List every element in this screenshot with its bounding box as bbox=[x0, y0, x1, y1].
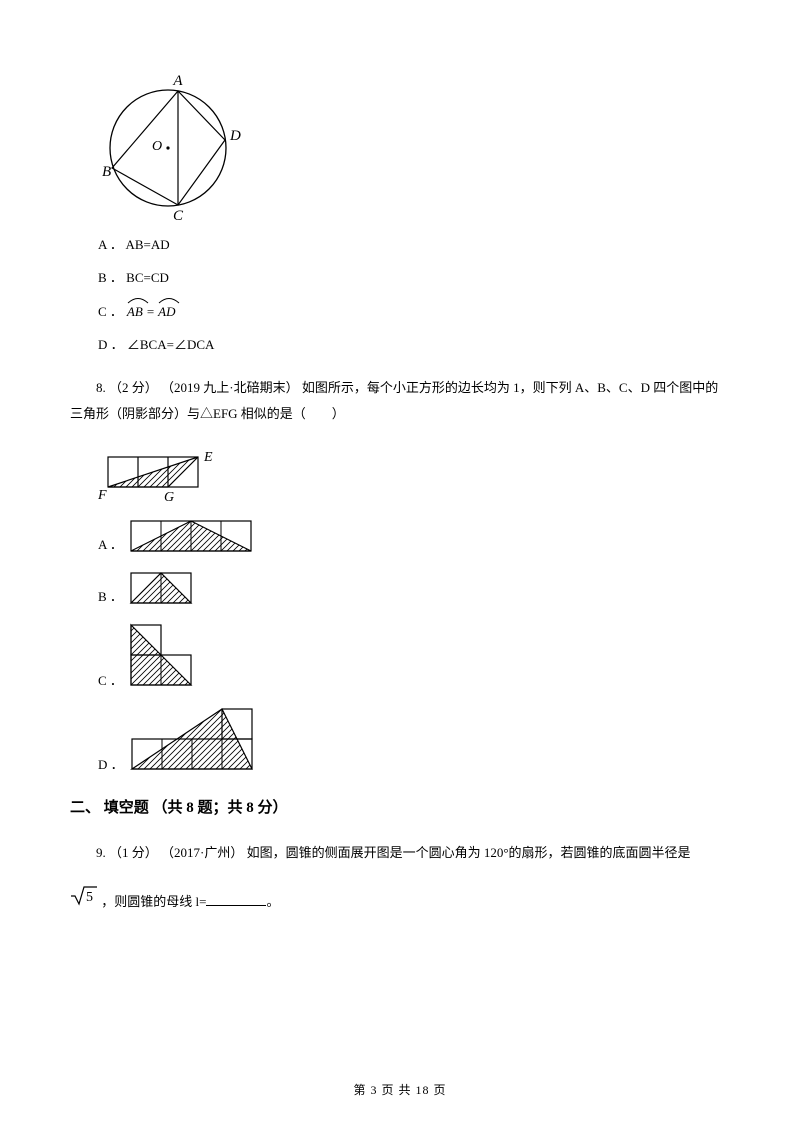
q8-option-A: A ． bbox=[98, 519, 730, 557]
q9-body: 如图，圆锥的侧面展开图是一个圆心角为 120°的扇形，若圆锥的底面圆半径是 bbox=[247, 845, 691, 860]
q9-text: 9. （1 分） （2017·广州） 如图，圆锥的侧面展开图是一个圆心角为 12… bbox=[70, 840, 730, 866]
opt-prefix: A ． bbox=[98, 533, 123, 556]
footer-total: 18 bbox=[416, 1083, 430, 1097]
opt-prefix: C ． bbox=[98, 669, 123, 692]
label-G: G bbox=[164, 490, 174, 505]
q9-tail1: ，则圆锥的母线 l= bbox=[101, 894, 206, 909]
q8-optC-figure bbox=[129, 623, 204, 693]
label-D: D bbox=[229, 128, 241, 144]
q8-optD-figure bbox=[130, 707, 260, 777]
label-E: E bbox=[203, 450, 213, 465]
q8-source: （2019 九上·北碚期末） bbox=[161, 380, 299, 395]
sqrt-icon: 5 bbox=[70, 884, 98, 906]
q9-line2: 5 ，则圆锥的母线 l= 。 bbox=[70, 884, 730, 913]
label-B: B bbox=[102, 164, 111, 180]
q7-option-B: B ． BC=CD bbox=[98, 266, 730, 289]
opt-text: ∠BCA=∠DCA bbox=[127, 337, 215, 352]
q9-tail2: 。 bbox=[266, 894, 279, 909]
q9-source: （2017·广州） bbox=[161, 845, 243, 860]
arc-mark-icon bbox=[158, 296, 180, 304]
answer-blank bbox=[206, 892, 266, 906]
q9-label: 9. bbox=[96, 845, 106, 860]
footer-suf: 页 bbox=[430, 1083, 447, 1097]
arc-AB: AB bbox=[127, 304, 143, 319]
opt-prefix: A ． bbox=[98, 237, 123, 252]
q9-points: （1 分） bbox=[109, 845, 158, 860]
q8-ref-figure: E F G bbox=[98, 445, 730, 505]
opt-prefix: B ． bbox=[98, 585, 123, 608]
q7-option-C: C ． AB = AD bbox=[98, 300, 730, 323]
q8-label: 8. bbox=[96, 380, 106, 395]
label-F: F bbox=[98, 488, 107, 503]
arc-mark-icon bbox=[127, 296, 149, 304]
label-A: A bbox=[172, 73, 183, 89]
q7-option-A: A ． AB=AD bbox=[98, 233, 730, 256]
efg-diagram: E F G bbox=[98, 445, 243, 505]
opt-prefix: B ． bbox=[98, 270, 123, 285]
q7-option-D: D ． ∠BCA=∠DCA bbox=[98, 333, 730, 356]
opt-prefix: D ． bbox=[98, 753, 124, 776]
sqrt-radicand: 5 bbox=[86, 890, 93, 905]
page-footer: 第 3 页 共 18 页 bbox=[0, 1080, 800, 1102]
q8-optA-figure bbox=[129, 519, 259, 557]
label-O: O bbox=[152, 139, 162, 154]
q8-option-C: C ． bbox=[98, 623, 730, 693]
q8-optB-figure bbox=[129, 571, 199, 609]
section-2-heading: 二、 填空题 （共 8 题；共 8 分） bbox=[70, 795, 730, 822]
q8-text: 8. （2 分） （2019 九上·北碚期末） 如图所示，每个小正方形的边长均为… bbox=[70, 375, 730, 427]
q8-option-D: D ． bbox=[98, 707, 730, 777]
arc-AD: AD bbox=[158, 304, 175, 319]
q7-figure: A B C D O bbox=[90, 68, 730, 223]
footer-mid: 页 共 bbox=[377, 1083, 415, 1097]
q8-option-B: B ． bbox=[98, 571, 730, 609]
opt-text: AB=AD bbox=[125, 237, 169, 252]
q8-points: （2 分） bbox=[109, 380, 158, 395]
label-C: C bbox=[173, 208, 184, 223]
footer-pre: 第 bbox=[353, 1083, 370, 1097]
opt-prefix: C ． bbox=[98, 300, 123, 323]
opt-prefix: D ． bbox=[98, 337, 124, 352]
opt-text: BC=CD bbox=[126, 270, 169, 285]
circle-diagram: A B C D O bbox=[90, 68, 250, 223]
